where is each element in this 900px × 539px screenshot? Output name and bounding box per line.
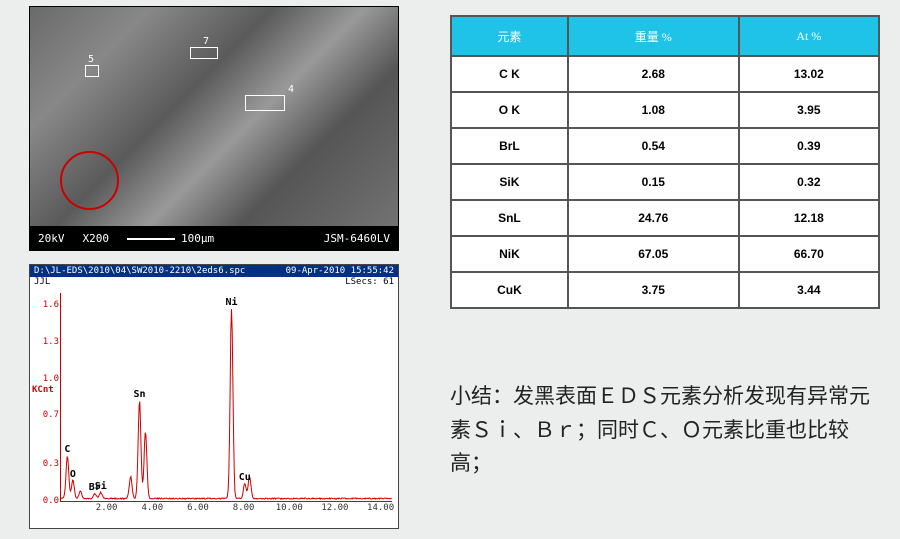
table-cell: 3.75 (568, 272, 739, 308)
sem-mag: X200 (83, 232, 110, 245)
spectrum-user: JJL (34, 277, 50, 287)
spectrum-titlebar: D:\JL-EDS\2010\04\SW2010-2210\2eds6.spc … (30, 265, 398, 277)
sem-model: JSM-6460LV (324, 232, 390, 245)
x-tick-label: 6.00 (187, 501, 209, 513)
table-cell: SiK (451, 164, 568, 200)
x-tick-label: 2.00 (96, 501, 118, 513)
x-tick-label: 4.00 (141, 501, 163, 513)
x-tick-label: 12.00 (321, 501, 348, 513)
table-cell: 24.76 (568, 200, 739, 236)
x-tick-label: 10.00 (276, 501, 303, 513)
table-row: C K2.6813.02 (451, 56, 879, 92)
spectrum-lsecs: LSecs: 61 (345, 277, 394, 287)
eds-composition-table: 元素重量 %At % C K2.6813.02O K1.083.95BrL0.5… (450, 15, 880, 309)
peak-label-ni: Ni (225, 297, 237, 308)
peak-label-o: O (70, 469, 76, 480)
table-cell: 67.05 (568, 236, 739, 272)
table-cell: CuK (451, 272, 568, 308)
table-row: CuK3.753.44 (451, 272, 879, 308)
y-tick-label: 0.7 (43, 410, 61, 420)
spectrum-filepath: D:\JL-EDS\2010\04\SW2010-2210\2eds6.spc (34, 266, 245, 276)
peak-label-cu: Cu (239, 472, 251, 483)
eds-spectrum-panel: D:\JL-EDS\2010\04\SW2010-2210\2eds6.spc … (29, 264, 399, 529)
table-row: SnL24.7612.18 (451, 200, 879, 236)
table-cell: 13.02 (739, 56, 879, 92)
table-row: BrL0.540.39 (451, 128, 879, 164)
table-row: NiK67.0566.70 (451, 236, 879, 272)
spectrum-subheader: JJL LSecs: 61 (30, 277, 398, 287)
summary-text: 小结：发黑表面ＥＤＳ元素分析发现有异常元素Ｓｉ、Ｂｒ；同时Ｃ、Ｏ元素比重也比较高… (450, 380, 870, 481)
table-row: O K1.083.95 (451, 92, 879, 128)
y-tick-label: 1.3 (43, 337, 61, 347)
table-header-row: 元素重量 %At % (451, 16, 879, 56)
table-cell: BrL (451, 128, 568, 164)
spectrum-date: 09-Apr-2010 15:55:42 (286, 266, 394, 276)
sem-micrograph: 20kV X200 100μm JSM-6460LV (29, 6, 399, 251)
table-cell: O K (451, 92, 568, 128)
table-cell: NiK (451, 236, 568, 272)
table-header-cell: 元素 (451, 16, 568, 56)
sem-roi-5 (85, 65, 99, 77)
table-cell: 12.18 (739, 200, 879, 236)
sem-scale: 100μm (181, 232, 214, 245)
table-cell: 0.32 (739, 164, 879, 200)
y-tick-label: 1.6 (43, 300, 61, 310)
sem-kv: 20kV (38, 232, 65, 245)
table-cell: SnL (451, 200, 568, 236)
peak-label-sn: Sn (133, 389, 145, 400)
table-cell: 2.68 (568, 56, 739, 92)
spectrum-svg (61, 293, 392, 501)
table-cell: 66.70 (739, 236, 879, 272)
x-tick-label: 14.00 (367, 501, 394, 513)
spectrum-y-axis-label: KCnt (32, 385, 54, 395)
peak-label-si: Si (95, 481, 107, 492)
table-cell: 1.08 (568, 92, 739, 128)
table-cell: 3.44 (739, 272, 879, 308)
table-cell: 0.39 (739, 128, 879, 164)
table-row: SiK0.150.32 (451, 164, 879, 200)
table-header-cell: At % (739, 16, 879, 56)
table-cell: 3.95 (739, 92, 879, 128)
sem-info-bar: 20kV X200 100μm JSM-6460LV (30, 226, 398, 250)
table-cell: 0.54 (568, 128, 739, 164)
table-header-cell: 重量 % (568, 16, 739, 56)
spectrum-plot-area: 0.00.30.71.01.31.62.004.006.008.0010.001… (60, 293, 392, 502)
scale-bar-icon (127, 238, 175, 240)
table-cell: 0.15 (568, 164, 739, 200)
y-tick-label: 0.3 (43, 459, 61, 469)
sem-roi-7 (190, 47, 218, 59)
table-cell: C K (451, 56, 568, 92)
y-tick-label: 0.0 (43, 496, 61, 506)
y-tick-label: 1.0 (43, 374, 61, 384)
peak-label-c: C (64, 444, 70, 455)
x-tick-label: 8.00 (233, 501, 255, 513)
sem-roi-4 (245, 95, 285, 111)
